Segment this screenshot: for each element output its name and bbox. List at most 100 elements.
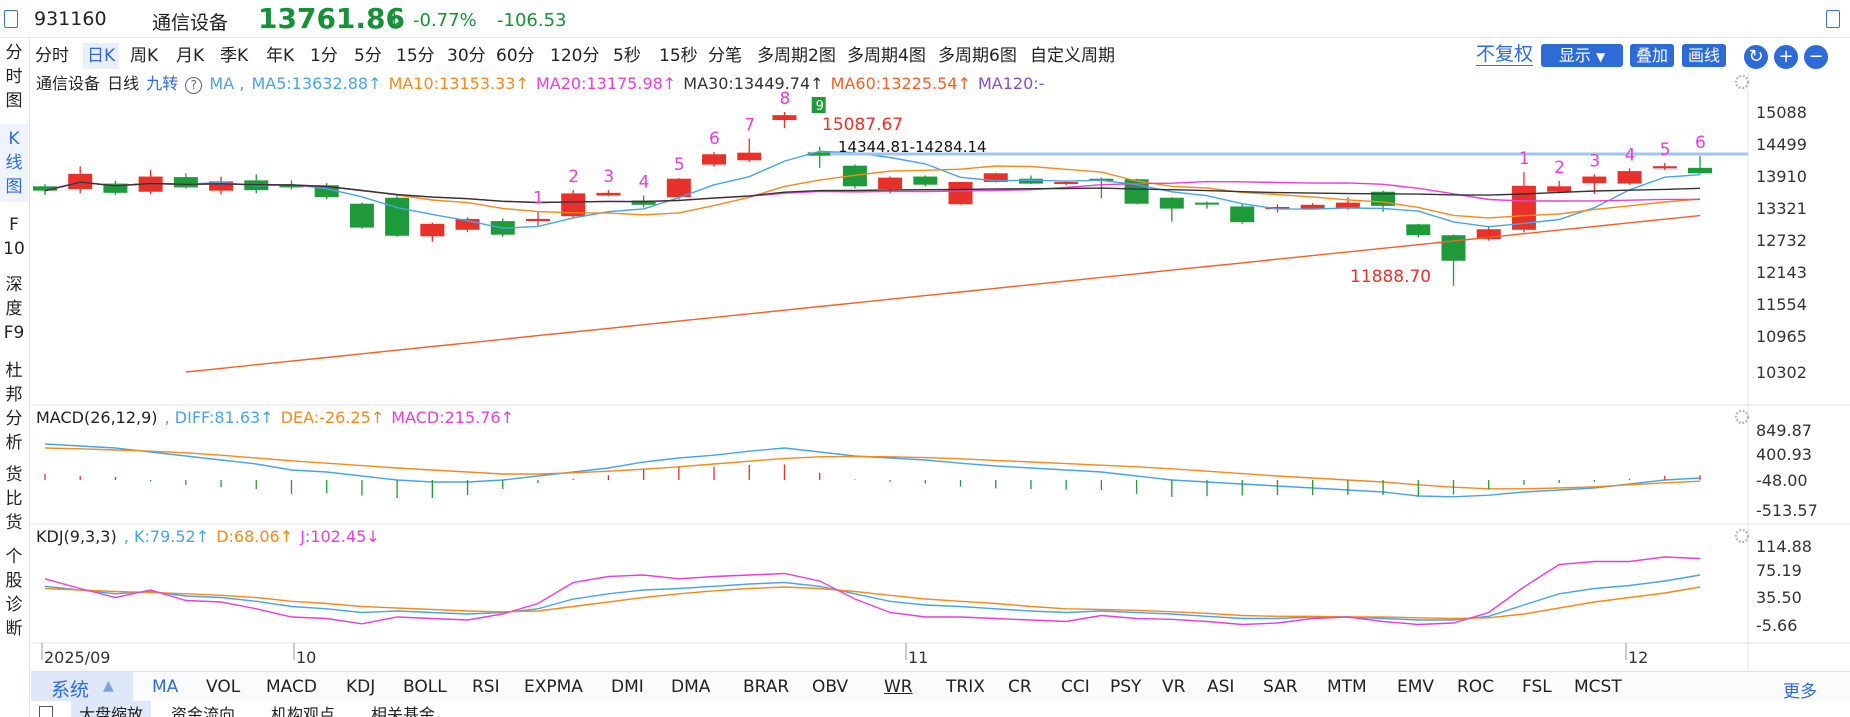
sub-tab[interactable]: 相关基金 [371, 705, 436, 717]
indicator-tab[interactable]: FSL [1522, 677, 1552, 697]
period-tab[interactable]: 15秒 [659, 46, 698, 66]
rail-item-timeshare[interactable]: 分时图 [0, 38, 28, 116]
indicator-tab[interactable]: DMI [611, 677, 644, 697]
candle-body [1547, 186, 1572, 192]
indicator-tab[interactable]: KDJ [346, 677, 376, 697]
candle-body [385, 197, 410, 236]
indicator-tab[interactable]: CR [1008, 677, 1032, 697]
indicator-tab[interactable]: EMV [1397, 677, 1435, 697]
nine-turn-count: 6 [1695, 133, 1706, 153]
period-tab[interactable]: 季K [220, 46, 249, 66]
sub-tab[interactable]: 机构观点 [271, 705, 336, 717]
nine-turn-count: 5 [1660, 140, 1671, 160]
indicator-tab[interactable]: SAR [1263, 677, 1298, 697]
indicator-tab[interactable]: CCI [1061, 677, 1090, 697]
legend-ma: MA , [209, 74, 245, 93]
period-tab[interactable]: 日K [83, 43, 120, 69]
indicator-tab[interactable]: MCST [1574, 677, 1622, 697]
gear-icon [1734, 528, 1750, 544]
indicator-tab[interactable]: TRIX [946, 677, 985, 697]
draw-line-button[interactable]: 画线 [1682, 44, 1726, 67]
overlay-button[interactable]: 叠加 [1630, 44, 1674, 67]
rail-item-label: 货比货 [5, 465, 23, 533]
period-tab[interactable]: 周K [130, 46, 159, 66]
zoom-in-icon[interactable]: + [1774, 45, 1798, 69]
period-tab[interactable]: 多周期6图 [938, 46, 1017, 66]
candle-body [314, 185, 339, 198]
candle-body [1054, 181, 1079, 184]
legend-ma120: MA120:- [977, 74, 1045, 93]
indicator-tab[interactable]: ROC [1457, 677, 1495, 697]
rail-item-f10[interactable]: F 10 [0, 210, 28, 262]
indicator-tab[interactable]: VR [1162, 677, 1186, 697]
rail-item-depth-f9[interactable]: 深度 F9 [0, 270, 28, 348]
indicator-tab[interactable]: MA [152, 677, 179, 697]
window-toggle-icon[interactable] [1826, 10, 1840, 28]
indicator-tab[interactable]: OBV [812, 677, 849, 697]
period-tab[interactable]: 年K [266, 46, 295, 66]
period-tab[interactable]: 30分 [447, 46, 486, 66]
period-tab[interactable]: 5分 [354, 46, 382, 66]
candle-body [1159, 197, 1184, 209]
quote-header: 931160 通信设备 13761.86 ↓ -0.77% -106.53 [0, 0, 1850, 38]
candle-body [279, 185, 304, 188]
checkbox[interactable] [39, 706, 53, 717]
macd-diff: , DIFF:81.63↑ [164, 408, 274, 427]
indicator-tab[interactable]: WR [884, 677, 913, 697]
period-tab[interactable]: 分时 [35, 46, 69, 66]
period-tab[interactable]: 多周期2图 [757, 46, 836, 66]
period-tab[interactable]: 15分 [396, 46, 435, 66]
candle-body [631, 200, 656, 205]
refresh-icon[interactable]: ↻ [1744, 45, 1768, 69]
candle-body [209, 181, 234, 191]
adjust-dropdown[interactable]: 不复权 [1476, 43, 1534, 66]
period-tab[interactable]: 自定义周期 [1030, 46, 1115, 66]
indicator-tab[interactable]: VOL [206, 677, 241, 697]
period-tab[interactable]: 60分 [496, 46, 535, 66]
indicator-tab[interactable]: ASI [1207, 677, 1235, 697]
down-arrow-icon: ↓ [386, 8, 403, 32]
period-tab[interactable]: 月K [176, 46, 205, 66]
period-tab[interactable]: 120分 [550, 46, 600, 66]
nine-turn-count: 9 [816, 99, 824, 114]
period-tab[interactable]: 分笔 [708, 46, 742, 66]
indicator-tab[interactable]: MACD [266, 677, 317, 697]
zoom-out-icon[interactable]: − [1804, 45, 1828, 69]
macd-legend: MACD(26,12,9) , DIFF:81.63↑ DEA:-26.25↑ … [36, 408, 516, 428]
indicator-tab[interactable]: BRAR [743, 677, 790, 697]
system-tab-label: 系统 [51, 679, 90, 701]
date-tick-label: 11 [908, 648, 928, 667]
kdj-j-line [44, 556, 1701, 626]
rail-item-compare[interactable]: 货比货 [0, 460, 28, 534]
indicator-tab[interactable]: DMA [671, 677, 711, 697]
kdj-k: , K:79.52↑ [123, 527, 210, 546]
indicator-tab[interactable]: EXPMA [524, 677, 583, 697]
candle-body [525, 218, 550, 222]
stock-name: 通信设备 [152, 12, 229, 34]
indicator-tab[interactable]: BOLL [403, 677, 447, 697]
sub-tab[interactable]: 大盘缩放 [71, 701, 152, 717]
period-tab[interactable]: 5秒 [613, 46, 641, 66]
more-button[interactable]: 更多 [1783, 682, 1817, 702]
sub-tab[interactable]: 资金流向 [171, 705, 236, 717]
rail-item-dupont[interactable]: 杜邦分析 [0, 356, 28, 453]
macd-value: MACD:215.76↑ [391, 408, 514, 427]
kline-chart[interactable]: 1508814499139101332112732121431155410965… [0, 0, 1850, 671]
help-icon[interactable]: ? [185, 77, 203, 94]
nine-turn-count: 3 [603, 167, 614, 187]
candle-body [913, 176, 938, 185]
candle-body [1265, 206, 1290, 210]
kdj-d-line [44, 586, 1701, 620]
display-button[interactable]: 显示 ▼ [1541, 44, 1623, 67]
system-tab[interactable]: 系统 ▲ [31, 672, 133, 701]
price-tick-label: 10302 [1756, 363, 1807, 382]
legend-nine-turn[interactable]: 九转 [146, 74, 179, 93]
period-tab[interactable]: 1分 [310, 46, 338, 66]
rail-item-diagnosis[interactable]: 个股诊断 [0, 542, 28, 642]
period-tab[interactable]: 多周期4图 [847, 46, 926, 66]
indicator-tab[interactable]: MTM [1327, 677, 1367, 697]
indicator-tab[interactable]: PSY [1110, 677, 1142, 697]
indicator-tab[interactable]: RSI [472, 677, 500, 697]
panel-toggle-icon[interactable] [4, 10, 18, 28]
